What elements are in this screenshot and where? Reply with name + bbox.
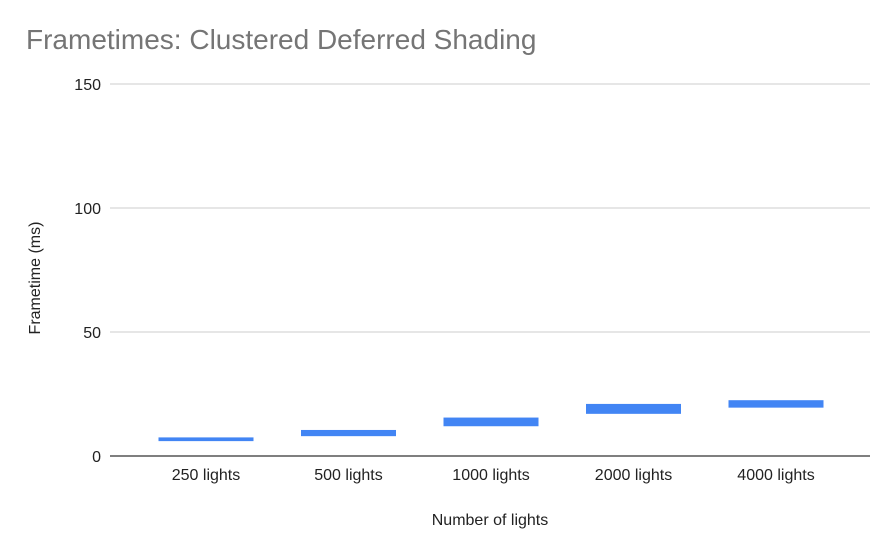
x-tick-label: 4000 lights [737, 467, 814, 484]
bar [301, 429, 396, 437]
y-tick-label: 50 [83, 325, 101, 342]
x-tick-label: 250 lights [172, 467, 241, 484]
y-tick-label: 150 [74, 77, 101, 94]
x-tick-label: 500 lights [314, 467, 383, 484]
x-tick-label: 2000 lights [595, 467, 672, 484]
chart-title: Frametimes: Clustered Deferred Shading [26, 24, 537, 55]
bar [586, 403, 681, 414]
bar [443, 417, 539, 427]
y-tick-label: 100 [74, 201, 101, 218]
x-tick-label: 1000 lights [452, 467, 529, 484]
x-tick-labels: 250 lights 500 lights 1000 lights 2000 ligh… [172, 467, 815, 484]
bar [728, 400, 824, 408]
y-tick-label: 0 [92, 449, 101, 466]
bars [158, 400, 824, 442]
y-tick-labels: 0 50 100 150 [74, 77, 101, 466]
gridlines [110, 83, 870, 333]
bar [158, 437, 254, 442]
y-axis-title: Frametime (ms) [27, 222, 44, 335]
x-axis-title: Number of lights [432, 512, 549, 529]
